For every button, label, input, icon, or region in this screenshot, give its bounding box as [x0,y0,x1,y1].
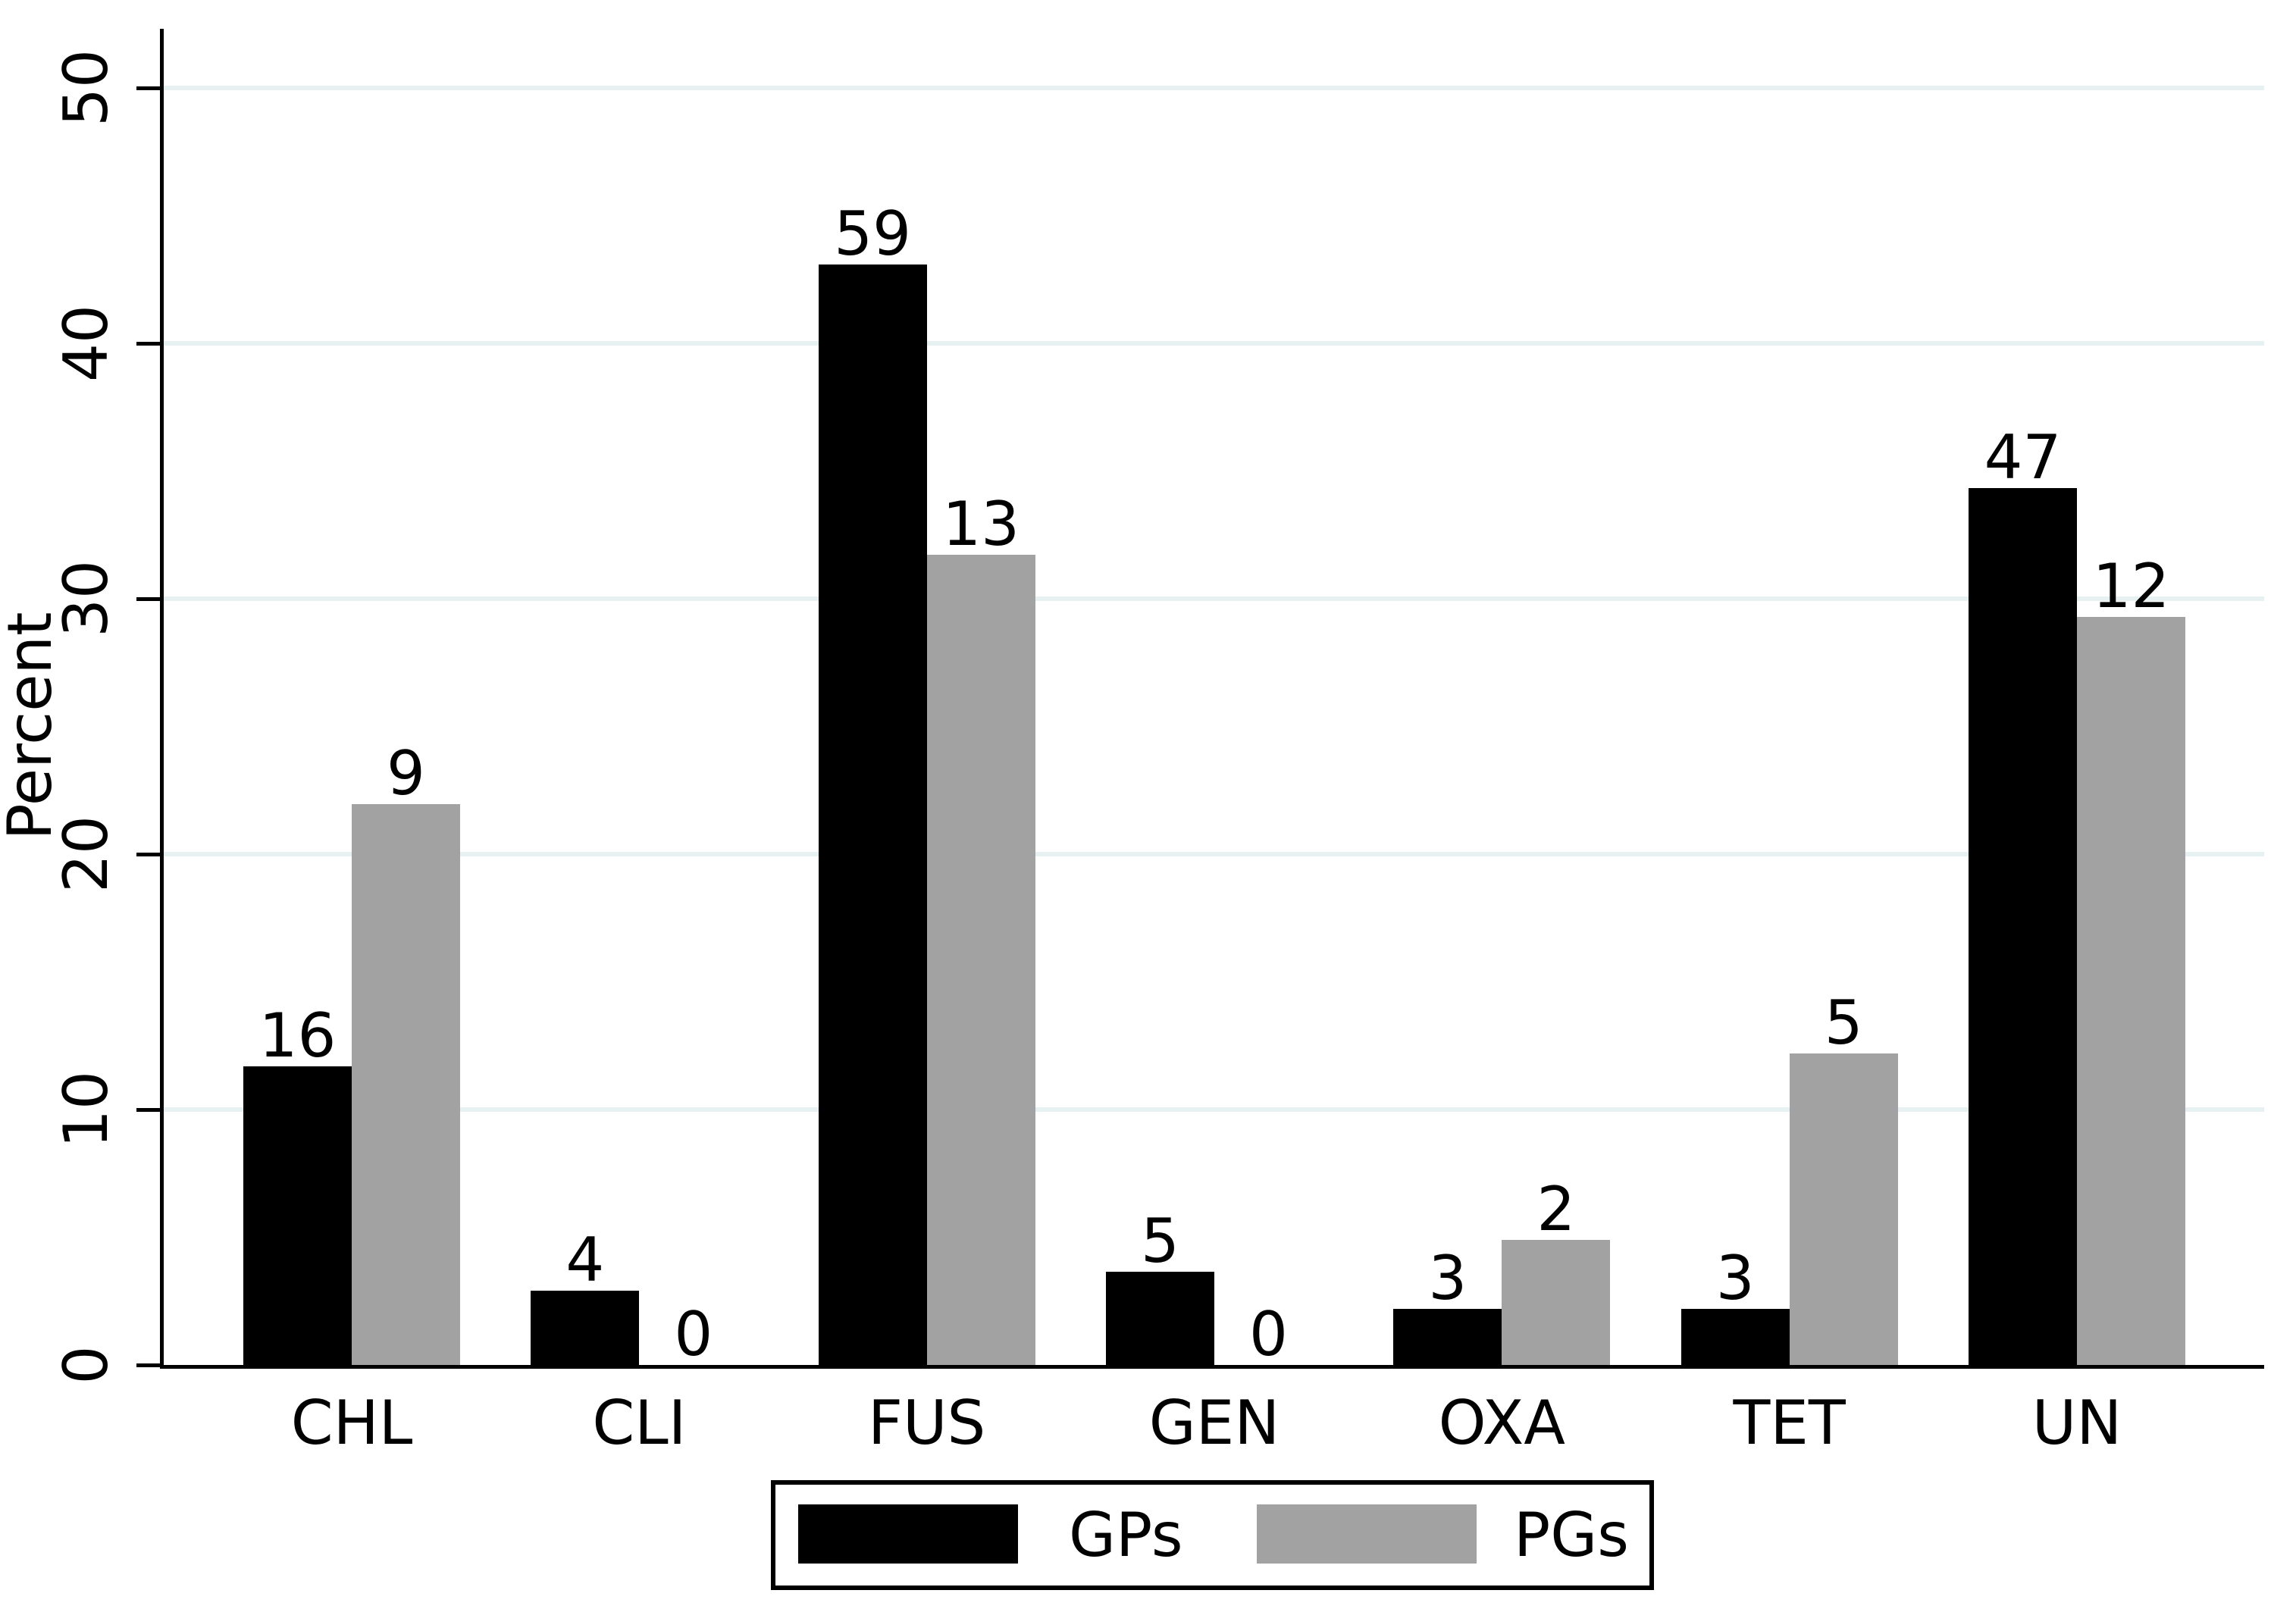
bar-value-label-pgs-tet: 5 [1824,987,1863,1058]
bar-gps-chl [243,1066,352,1368]
bar-value-label-gps-oxa: 3 [1428,1243,1467,1314]
bar-pgs-chl [352,804,460,1368]
legend-swatch-pgs [1257,1504,1477,1564]
y-tick-50 [136,86,160,90]
gridline-50 [160,85,2264,90]
category-label-un: UN [2031,1388,2122,1458]
legend-label-gps: GPs [1069,1500,1183,1570]
bar-value-label-gps-fus: 59 [834,199,912,270]
y-tick-10 [136,1107,160,1112]
bar-gps-gen [1105,1271,1214,1368]
bar-value-label-pgs-chl: 9 [387,738,425,809]
bar-gps-un [1968,488,2077,1368]
y-tick-40 [136,341,160,346]
y-tick-label-30: 30 [51,559,121,637]
y-tick-label-0: 0 [51,1345,121,1385]
y-tick-0 [136,1363,160,1367]
bar-gps-oxa [1393,1309,1502,1368]
y-tick-20 [136,852,160,856]
legend-box: GPs PGs [771,1480,1654,1590]
bar-value-label-gps-cli: 4 [565,1224,605,1295]
category-label-oxa: OXA [1438,1388,1566,1458]
bar-pgs-oxa [1502,1240,1611,1368]
y-tick-label-20: 20 [51,815,121,893]
x-axis-line [160,1365,2264,1369]
bar-value-label-pgs-un: 12 [2092,551,2170,622]
bar-value-label-gps-un: 47 [1984,422,2062,493]
category-label-fus: FUS [867,1388,986,1458]
category-label-chl: CHL [290,1388,413,1458]
bar-gps-cli [531,1290,640,1368]
bar-value-label-pgs-gen: 0 [1249,1299,1288,1370]
legend-swatch-gps [798,1504,1018,1564]
legend-label-pgs: PGs [1514,1500,1629,1570]
bar-value-label-pgs-fus: 13 [942,489,1020,560]
bar-value-label-pgs-cli: 0 [674,1299,713,1370]
y-tick-label-10: 10 [51,1071,121,1148]
bar-gps-tet [1680,1309,1790,1368]
bar-value-label-gps-gen: 5 [1141,1205,1179,1276]
bar-value-label-gps-chl: 16 [258,1000,337,1072]
gridline-40 [160,340,2264,346]
y-axis-line [160,29,164,1369]
bar-pgs-un [2076,617,2185,1368]
y-tick-30 [136,596,160,601]
gridline-10 [160,1107,2264,1112]
category-label-gen: GEN [1148,1388,1280,1458]
y-tick-label-40: 40 [51,304,121,382]
y-tick-label-50: 50 [51,49,121,127]
gridline-20 [160,851,2264,856]
bar-value-label-pgs-oxa: 2 [1536,1174,1576,1245]
bar-pgs-tet [1789,1053,1898,1368]
y-axis-title: Percent [0,612,65,840]
bar-pgs-fus [926,555,1035,1368]
category-label-tet: TET [1733,1388,1846,1458]
bar-value-label-gps-tet: 3 [1715,1243,1755,1314]
gridline-30 [160,596,2264,601]
category-label-cli: CLI [592,1388,687,1458]
bar-gps-fus [818,265,927,1368]
